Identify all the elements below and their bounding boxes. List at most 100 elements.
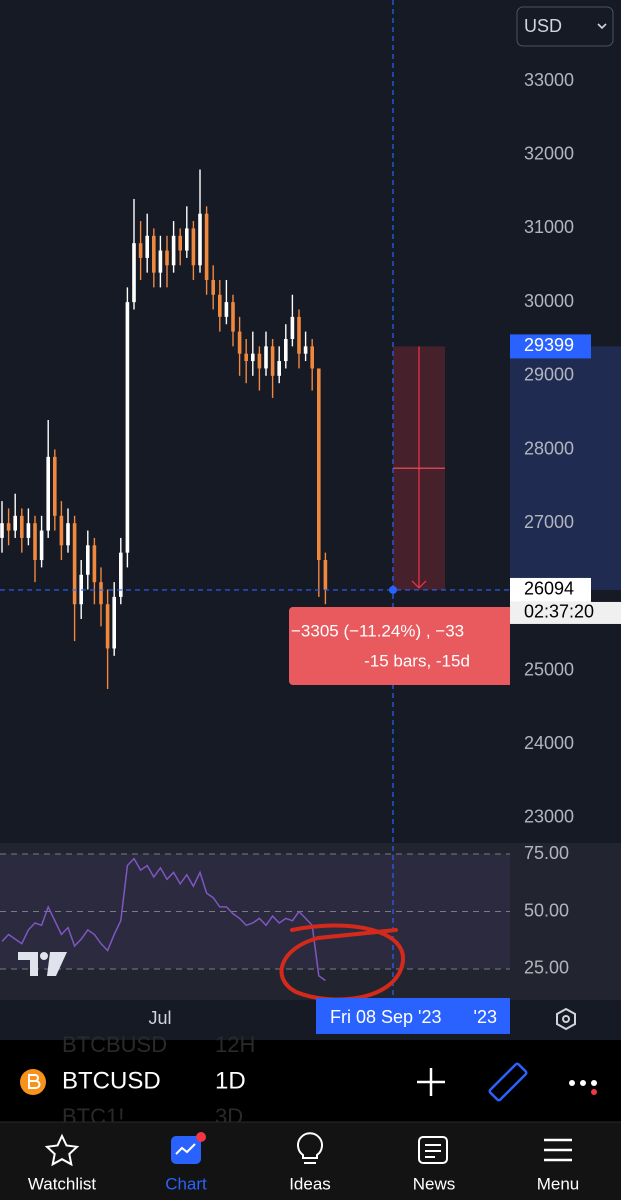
candle-body [86,545,90,575]
candle-body [99,582,103,605]
hand-drawn-circle [279,923,406,1002]
candle-body [20,515,24,538]
price-tick-label: 27000 [524,512,574,532]
candle-body [284,338,288,362]
chevron [597,23,607,30]
price-tick-label: 23000 [524,807,574,827]
candle-body [66,523,70,546]
crosshair-date-badge [316,998,510,1034]
candle-body [264,346,268,369]
price-badge [510,577,591,602]
candle-body [138,243,143,258]
nav-label[interactable]: News [413,1174,456,1193]
candle-body [251,353,255,362]
crosshair-dot [389,585,397,594]
price-tick-label: 25000 [524,659,574,679]
candle-body [119,552,123,597]
candle-body [46,456,50,531]
candle-body [310,346,314,369]
candle-body [132,243,136,303]
ruler-body[interactable] [488,1062,528,1102]
candle-body [59,515,64,546]
nav-label-active[interactable]: Chart [165,1174,207,1193]
candle-body [244,353,248,362]
currency-selector[interactable]: USD [516,6,614,47]
ruler-tool[interactable] [488,1062,528,1102]
bottom-nav [0,1122,621,1200]
candle-body [237,331,242,354]
candle-body [6,523,11,531]
candle-body [13,515,17,531]
candle-body [277,361,281,376]
candle-body [257,353,262,369]
settings-icon-center [562,1015,570,1023]
price-tick-label: 32000 [524,143,574,163]
candle-body [105,604,110,649]
price-tick-label: 29000 [524,365,574,385]
notification-dot [591,1089,597,1095]
news-icon-lines [425,1144,441,1158]
measure-arrowhead [411,580,427,589]
date-tail: '23 [474,1007,497,1027]
price-tick-label: 24000 [524,733,574,753]
price-tick-label: 33000 [524,70,574,90]
tooltip-box [289,607,510,685]
candle-body [0,523,4,538]
time-axis [0,1000,621,1040]
axis-range-highlight [510,346,621,590]
candle-body [165,250,169,266]
candle-body [317,368,321,561]
candle-body [53,456,57,516]
rsi-pane [0,843,621,1000]
nav-label[interactable]: Menu [537,1174,580,1193]
candle-body [198,213,202,266]
candle-body [171,235,176,266]
candle-body [290,316,295,339]
price-badge-label: 26094 [524,579,574,599]
ghost-symbol: BTCBUSD [62,1032,167,1057]
tooltip-line: -15 bars, -15d [364,651,470,670]
candle-body [26,523,31,538]
add-button[interactable] [417,1068,445,1096]
price-tick-label: 30000 [524,291,574,311]
candle-body [92,545,97,583]
rsi-tick-label: 25.00 [524,958,569,978]
candle-body [191,228,196,266]
candle-body [39,530,44,561]
menu-icon[interactable] [544,1138,572,1162]
candle-body [211,280,215,295]
measure-tooltip: −3305 (−11.24%) , −33 -15 bars, -15d [289,607,510,685]
tooltip-line: −3305 (−11.24%) , −33 [291,621,464,640]
chart-badge [196,1132,206,1142]
countdown-badge [510,601,621,624]
candle-body [178,235,182,251]
ghost-interval: 12H [215,1032,255,1057]
candle-body [204,213,209,281]
news-icon[interactable] [418,1136,448,1164]
more-dot[interactable] [591,1080,597,1086]
candle-body [218,294,222,317]
candle-body [323,560,328,590]
more-dot[interactable] [580,1080,586,1086]
candle-body [158,250,163,273]
symbol[interactable]: BTCUSD [62,1067,161,1094]
ideas-icon[interactable] [297,1132,323,1164]
price-tick-label: 31000 [524,217,574,237]
bitcoin-glyph [28,1074,41,1089]
settings-icon[interactable] [556,1007,576,1031]
more-dot[interactable] [569,1080,575,1086]
interval[interactable]: 1D [215,1067,246,1094]
nav-label[interactable]: Ideas [289,1174,331,1193]
rsi-line [1,857,326,982]
currency-box[interactable] [516,6,614,47]
currency-label[interactable]: USD [524,16,562,36]
candle-body [224,302,229,317]
candle-body [145,235,149,258]
nav-label[interactable]: Watchlist [28,1174,97,1193]
rsi-tick-label: 50.00 [524,900,569,920]
price-tick-label: 28000 [524,438,574,458]
chart-icon-line [175,1143,196,1155]
candle-body [270,346,275,376]
watchlist-icon[interactable] [44,1133,80,1167]
